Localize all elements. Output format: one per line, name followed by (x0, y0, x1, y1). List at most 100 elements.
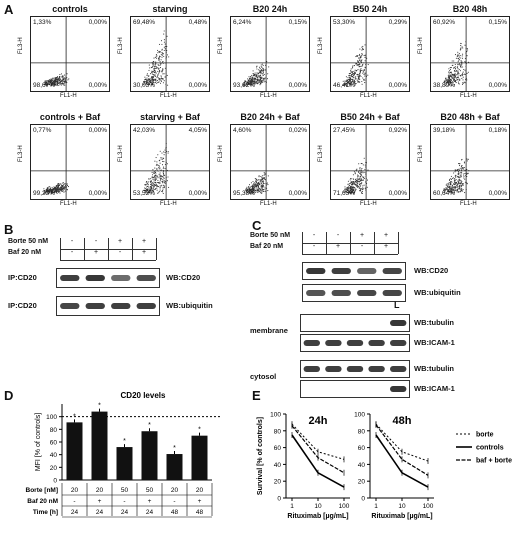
table-cell: 20 (96, 487, 104, 494)
event-dot (250, 79, 252, 81)
event-dot (163, 166, 165, 168)
event-dot (157, 74, 159, 76)
event-dot (149, 78, 151, 80)
event-dot (261, 184, 263, 187)
event-dot (460, 190, 462, 192)
event-dot (365, 189, 367, 191)
event-dot (47, 80, 49, 82)
event-dot (352, 188, 354, 190)
event-dot (156, 167, 158, 169)
event-dot (349, 75, 351, 77)
event-dot (60, 189, 62, 191)
event-dot (259, 181, 261, 183)
event-dot (350, 190, 352, 192)
event-dot (354, 190, 356, 192)
quadrant-percent-tr: 0,15% (488, 19, 507, 26)
event-dot (458, 82, 460, 84)
event-dot (255, 66, 258, 68)
event-dot (57, 191, 60, 193)
event-dot (157, 192, 159, 194)
event-dot (359, 189, 362, 192)
quadrant-percent-bl: 99,23% (33, 190, 56, 197)
event-dot (44, 190, 46, 192)
event-dot (152, 61, 154, 63)
quadrant-percent-tl: 69,48% (133, 19, 156, 26)
b-treatment-cell: - (118, 249, 122, 256)
event-dot (246, 190, 248, 192)
event-dot (449, 81, 451, 83)
event-dot (455, 176, 457, 178)
event-dot (161, 70, 164, 72)
event-dot (261, 73, 263, 75)
event-dot (364, 181, 367, 183)
event-dot (166, 45, 168, 48)
event-dot (164, 175, 166, 177)
event-dot (68, 78, 70, 80)
flow-y-axis-label: FL3-H (218, 37, 224, 54)
event-dot (458, 177, 460, 179)
event-dot (452, 192, 454, 194)
flow-y-axis-label: FL3-H (418, 37, 424, 54)
event-dot (253, 77, 255, 79)
event-dot (456, 175, 459, 177)
event-dot (147, 183, 149, 185)
event-dot (152, 64, 154, 66)
event-dot (455, 80, 457, 82)
event-dot (447, 183, 449, 185)
event-dot (265, 182, 267, 185)
event-dot (457, 75, 459, 77)
event-dot (144, 79, 146, 81)
event-dot (143, 83, 145, 85)
y-tick-label: 0 (361, 496, 365, 503)
event-dot (365, 161, 367, 163)
significance-star: * (73, 413, 76, 420)
event-dot (351, 178, 353, 180)
event-dot (359, 60, 361, 62)
c-top-blot (302, 284, 406, 302)
event-dot (352, 75, 354, 78)
event-dot (262, 178, 264, 180)
event-dot (156, 189, 158, 191)
event-dot (152, 74, 154, 76)
b-treatment-divider (156, 238, 157, 260)
event-dot (253, 190, 255, 192)
x-tick-label: 1 (290, 503, 294, 510)
event-dot (260, 78, 263, 80)
event-dot (165, 57, 167, 59)
series-line (291, 434, 345, 488)
event-dot (54, 79, 56, 81)
event-dot (448, 184, 450, 186)
event-dot (167, 84, 169, 86)
event-dot (361, 190, 364, 192)
event-dot (355, 180, 357, 182)
event-dot (59, 83, 61, 85)
event-dot (166, 169, 168, 171)
event-dot (256, 185, 258, 187)
event-dot (459, 55, 461, 57)
event-dot (344, 83, 347, 85)
event-dot (352, 78, 354, 80)
table-cell: 24 (71, 509, 79, 516)
event-dot (46, 80, 48, 82)
event-dot (256, 81, 258, 83)
event-dot (155, 164, 157, 166)
event-dot (146, 81, 149, 83)
event-dot (457, 186, 459, 188)
event-dot (159, 191, 161, 193)
event-dot (259, 82, 261, 84)
event-dot (65, 187, 67, 189)
event-dot (251, 191, 253, 193)
event-dot (56, 190, 58, 192)
event-dot (354, 192, 356, 194)
event-dot (446, 186, 448, 188)
event-dot (157, 186, 160, 188)
event-dot (459, 49, 461, 51)
event-dot (162, 179, 164, 181)
flow-plot: 60,92% 0,15% 38,89% 0,00% (430, 16, 510, 92)
event-dot (159, 181, 161, 183)
band (85, 303, 105, 309)
event-dot (151, 77, 153, 79)
event-dot (153, 82, 155, 84)
c-fraction-blot (300, 334, 410, 352)
event-dot (248, 189, 251, 191)
